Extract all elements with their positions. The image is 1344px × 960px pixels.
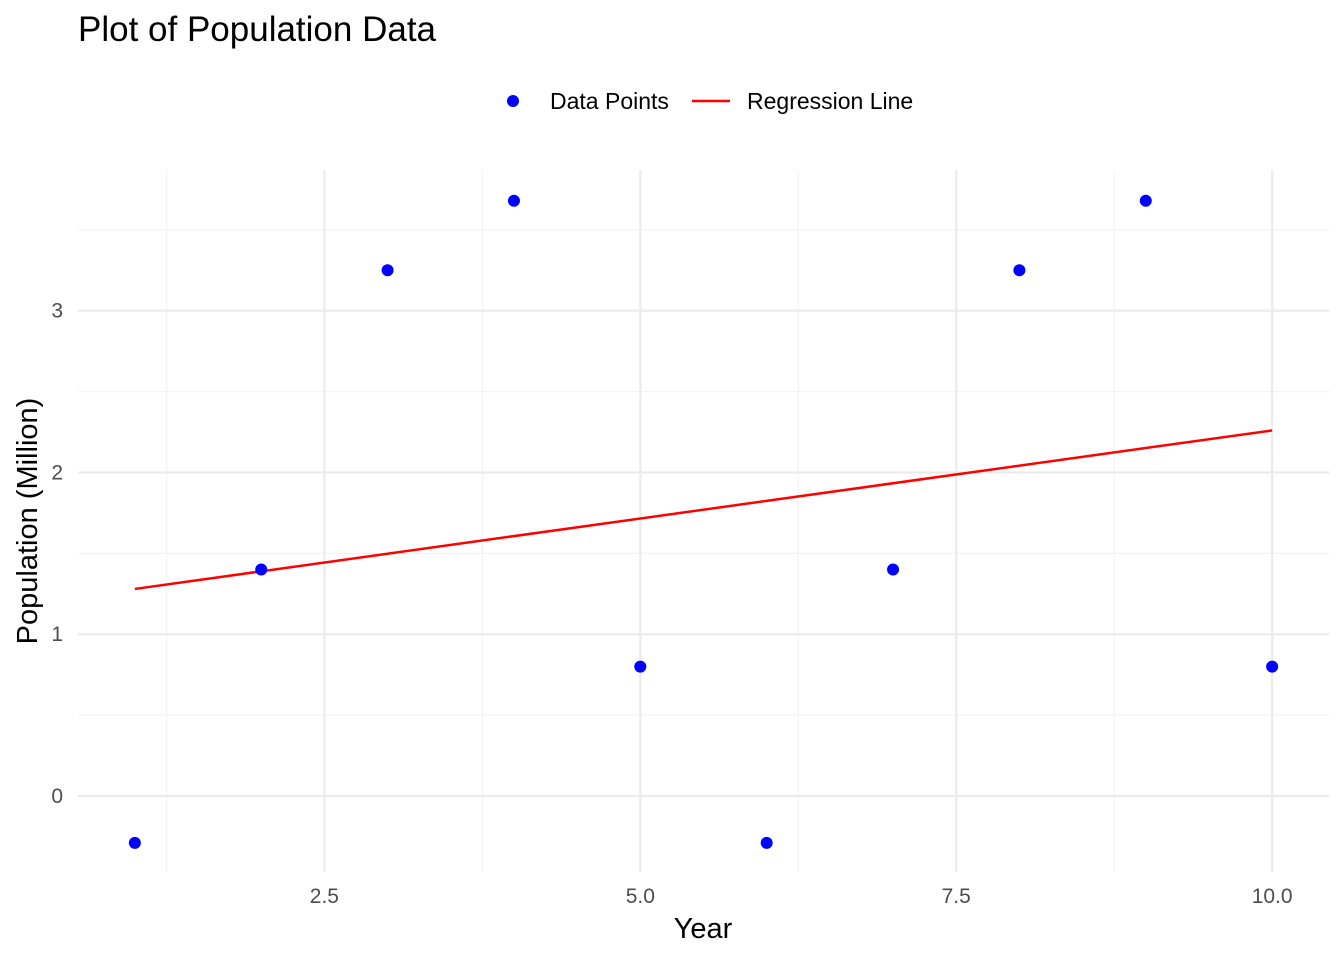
data-point (1266, 660, 1279, 673)
y-axis-ticks: 0 1 2 3 (51, 300, 63, 808)
legend-label-regression-line: Regression Line (747, 88, 913, 114)
data-point (255, 563, 268, 576)
data-point (1013, 264, 1026, 277)
data-point (634, 660, 647, 673)
plot-marks (128, 194, 1279, 849)
y-tick-label: 0 (51, 785, 63, 808)
legend-label-data-points: Data Points (550, 88, 669, 114)
x-tick-label: 7.5 (942, 885, 971, 908)
plot-grid (78, 170, 1329, 872)
data-point (507, 194, 520, 207)
data-point (381, 264, 394, 277)
legend-marker-data-points (507, 95, 519, 107)
x-tick-label: 5.0 (626, 885, 655, 908)
y-tick-label: 3 (51, 300, 63, 323)
legend: Data Points Regression Line (507, 88, 913, 114)
data-point (760, 836, 773, 849)
y-tick-label: 2 (51, 461, 63, 484)
x-tick-label: 2.5 (310, 885, 339, 908)
data-point (1139, 194, 1152, 207)
regression-line (134, 429, 1273, 591)
chart-title: Plot of Population Data (78, 10, 437, 49)
y-tick-label: 1 (51, 623, 63, 646)
x-tick-label: 10.0 (1252, 885, 1293, 908)
x-axis-ticks: 2.5 5.0 7.5 10.0 (310, 885, 1293, 908)
data-point (128, 836, 141, 849)
data-point (887, 563, 900, 576)
y-axis-title: Population (Million) (12, 398, 44, 645)
x-axis-title: Year (674, 913, 733, 945)
